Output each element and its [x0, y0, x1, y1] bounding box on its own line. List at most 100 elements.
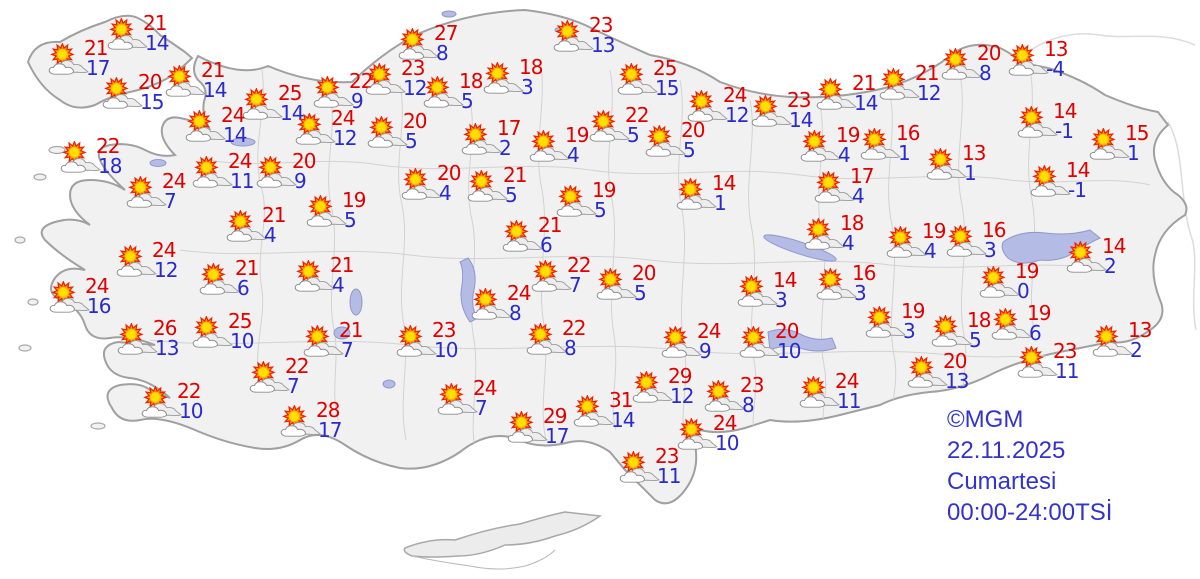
weather-station[interactable]: 20 5	[367, 111, 427, 151]
weather-station[interactable]: 16 1	[860, 123, 920, 163]
weather-station[interactable]: 13 2	[1092, 320, 1152, 360]
weather-station[interactable]: 14 1	[676, 173, 736, 213]
weather-station[interactable]: 19 4	[886, 221, 946, 261]
low-temp: 13	[945, 369, 969, 393]
mostly-sunny-icon	[926, 148, 967, 180]
weather-station[interactable]: 25 15	[617, 58, 679, 98]
weather-station[interactable]: 25 14	[242, 83, 304, 123]
weather-station[interactable]: 18 3	[483, 57, 543, 97]
weather-station[interactable]: 28 17	[280, 400, 342, 440]
weather-station[interactable]: 15 1	[1089, 123, 1149, 163]
weather-station[interactable]: 23 11	[1017, 341, 1079, 381]
weather-station[interactable]: 21 4	[226, 205, 286, 245]
weather-station[interactable]: 21 6	[502, 215, 562, 255]
low-temp: 11	[230, 169, 254, 193]
weather-station[interactable]: 24 11	[799, 371, 861, 411]
mostly-sunny-icon	[676, 178, 717, 210]
weather-station[interactable]: 17 2	[461, 118, 521, 158]
weather-station[interactable]: 27 8	[398, 23, 458, 63]
weather-station[interactable]: 23 8	[704, 375, 764, 415]
weather-station[interactable]: 14 2	[1066, 236, 1126, 276]
weather-station[interactable]: 16 3	[816, 263, 876, 303]
weather-station[interactable]: 19 5	[556, 180, 616, 220]
weather-station[interactable]: 23 14	[751, 90, 813, 130]
weather-station[interactable]: 21 4	[294, 255, 354, 295]
weather-station[interactable]: 22 7	[249, 356, 309, 396]
weather-station[interactable]: 18 4	[804, 213, 864, 253]
weather-station[interactable]: 29 12	[632, 366, 694, 406]
weather-station[interactable]: 20 4	[401, 163, 461, 203]
sun-glyph	[558, 185, 583, 209]
weather-station[interactable]: 20 5	[645, 120, 705, 160]
sun-glyph	[867, 306, 892, 330]
sun-glyph	[473, 288, 498, 312]
weather-station[interactable]: 31 14	[573, 390, 635, 430]
cloud-glyph	[617, 79, 658, 95]
weather-station[interactable]: 22 8	[526, 318, 586, 358]
weather-station[interactable]: 29 17	[507, 406, 569, 446]
weather-station[interactable]: 24 9	[661, 321, 721, 361]
weather-station[interactable]: 19 4	[800, 125, 860, 165]
sun-glyph	[244, 88, 269, 112]
weather-station[interactable]: 23 13	[553, 15, 615, 55]
weather-station[interactable]: 14 3	[737, 270, 797, 310]
weather-station[interactable]: 20 8	[941, 43, 1001, 83]
weather-station[interactable]: 22 5	[589, 105, 649, 145]
high-temp: 19	[922, 219, 946, 243]
weather-station[interactable]: 22 7	[531, 255, 591, 295]
weather-station[interactable]: 16 3	[946, 220, 1006, 260]
high-temp: 15	[1125, 121, 1149, 145]
weather-station[interactable]: 24 10	[677, 413, 739, 453]
weather-station[interactable]: 21 17	[48, 38, 110, 78]
weather-station[interactable]: 21 14	[107, 13, 169, 53]
weather-station[interactable]: 23 12	[365, 58, 427, 98]
weather-station[interactable]: 21 14	[816, 73, 878, 113]
weather-station[interactable]: 24 8	[471, 283, 531, 323]
weather-station[interactable]: 13 -4	[1008, 39, 1068, 79]
weather-station[interactable]: 21 14	[165, 60, 227, 100]
weather-station[interactable]: 22 10	[141, 381, 203, 421]
weather-station[interactable]: 13 1	[926, 143, 986, 183]
weather-station[interactable]: 24 11	[192, 151, 254, 191]
weather-station[interactable]: 21 7	[303, 320, 363, 360]
weather-station[interactable]: 22 9	[313, 71, 373, 111]
weather-station[interactable]: 23 10	[396, 320, 458, 360]
weather-station[interactable]: 19 4	[529, 125, 589, 165]
weather-station[interactable]: 24 16	[49, 276, 111, 316]
weather-station[interactable]: 19 5	[306, 190, 366, 230]
weather-station[interactable]: 20 10	[739, 321, 801, 361]
weather-station[interactable]: 20 15	[102, 72, 164, 112]
weather-station[interactable]: 24 12	[116, 240, 178, 280]
weather-station[interactable]: 20 13	[907, 351, 969, 391]
weather-station[interactable]: 24 14	[185, 105, 247, 145]
weather-station[interactable]: 24 7	[126, 171, 186, 211]
weather-station[interactable]: 21 6	[199, 258, 259, 298]
cloud-glyph	[249, 377, 290, 393]
weather-station[interactable]: 22 18	[60, 136, 122, 176]
weather-station[interactable]: 24 12	[687, 85, 749, 125]
weather-station[interactable]: 14 -1	[1030, 160, 1090, 200]
weather-station[interactable]: 21 12	[879, 63, 941, 103]
weather-station[interactable]: 21 5	[467, 165, 527, 205]
low-temp: 10	[715, 431, 739, 455]
weather-station[interactable]: 19 3	[865, 301, 925, 341]
weather-station[interactable]: 19 0	[979, 261, 1039, 301]
mostly-sunny-icon	[242, 88, 283, 120]
weather-station[interactable]: 24 7	[437, 378, 497, 418]
weather-station[interactable]: 17 4	[814, 166, 874, 206]
lake-egirdir	[349, 288, 363, 316]
cloud-glyph	[800, 146, 841, 162]
weather-station[interactable]: 26 13	[117, 318, 179, 358]
weather-station[interactable]: 20 5	[596, 263, 656, 303]
sun-glyph	[801, 376, 826, 400]
weather-station[interactable]: 18 5	[423, 71, 483, 111]
weather-station[interactable]: 19 6	[991, 303, 1051, 343]
weather-station[interactable]: 25 10	[192, 311, 254, 351]
weather-station[interactable]: 24 12	[295, 108, 357, 148]
sun-glyph	[509, 411, 534, 435]
weather-station[interactable]: 18 5	[931, 310, 991, 350]
high-temp: 23	[655, 444, 679, 468]
weather-station[interactable]: 14 -1	[1017, 101, 1077, 141]
weather-station[interactable]: 23 11	[619, 446, 681, 486]
weather-station[interactable]: 20 9	[256, 151, 316, 191]
